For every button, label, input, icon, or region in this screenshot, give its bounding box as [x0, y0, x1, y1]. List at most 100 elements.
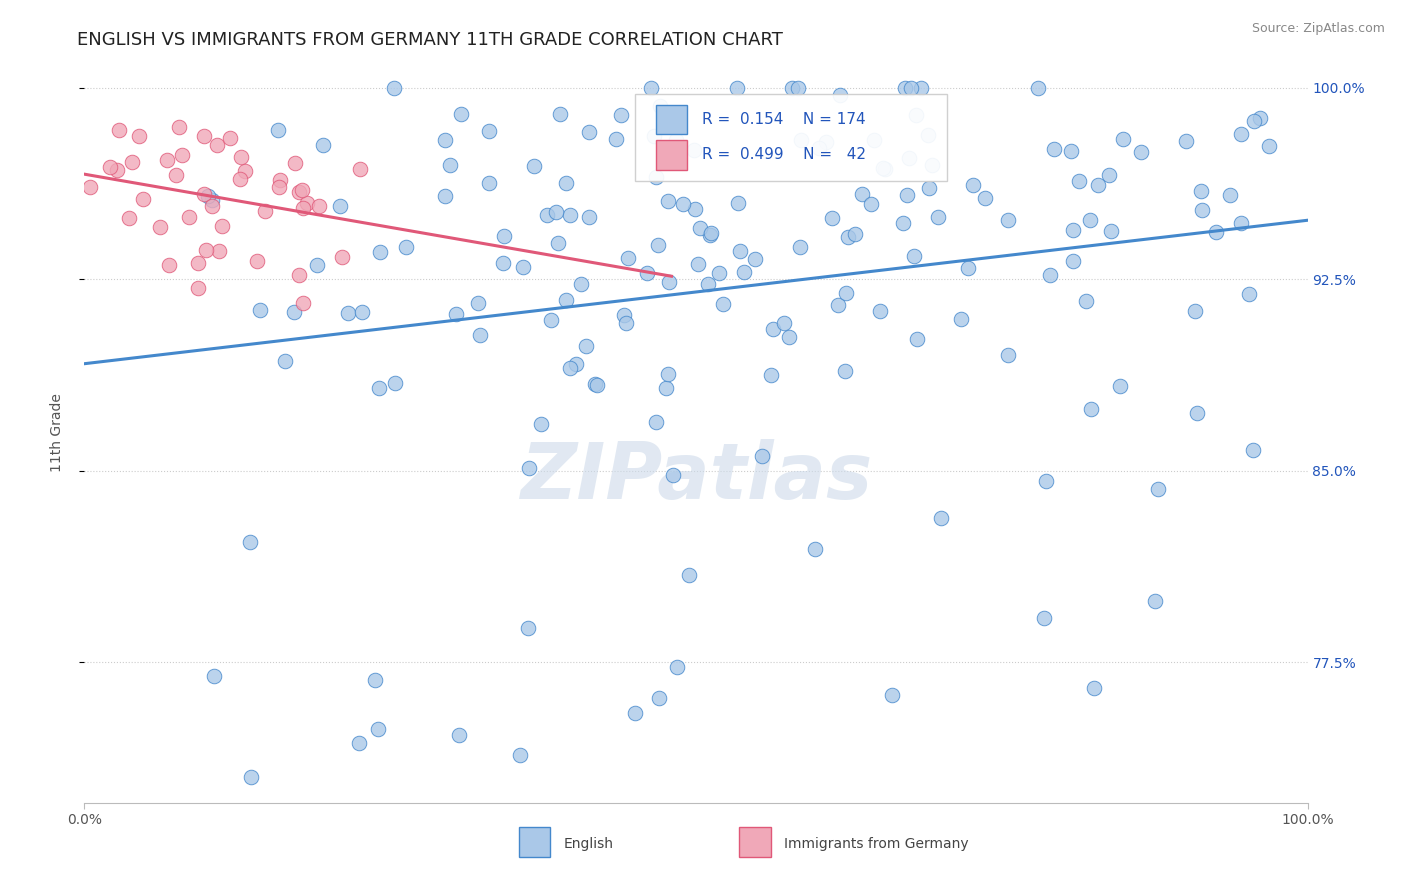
Point	[187, 256, 209, 270]
Point	[827, 298, 849, 312]
Point	[288, 268, 311, 283]
Point	[558, 360, 581, 375]
Point	[804, 542, 827, 557]
Point	[207, 244, 229, 259]
Point	[267, 180, 290, 194]
Point	[997, 348, 1019, 362]
Point	[578, 125, 600, 139]
Point	[156, 153, 179, 167]
Point	[647, 237, 669, 252]
Point	[444, 307, 467, 321]
Point	[195, 243, 218, 257]
Point	[636, 266, 658, 280]
Text: Immigrants from Germany: Immigrants from Germany	[785, 837, 969, 850]
Point	[962, 178, 984, 193]
Point	[1043, 142, 1066, 156]
Point	[312, 137, 335, 152]
Point	[1108, 378, 1130, 392]
Point	[569, 277, 592, 291]
Point	[1184, 304, 1206, 318]
Point	[1143, 594, 1166, 608]
Point	[1035, 474, 1057, 488]
Point	[787, 81, 810, 95]
Point	[447, 728, 470, 742]
Point	[1249, 111, 1271, 125]
Point	[253, 203, 276, 218]
Point	[1147, 482, 1170, 496]
Point	[700, 226, 723, 240]
Point	[904, 108, 927, 122]
Point	[789, 133, 811, 147]
Point	[751, 449, 773, 463]
Point	[565, 357, 588, 371]
Point	[330, 250, 353, 264]
Point	[1185, 406, 1208, 420]
Point	[648, 99, 671, 113]
Point	[689, 221, 711, 235]
Point	[512, 260, 534, 274]
Point	[434, 188, 457, 202]
Point	[894, 81, 917, 95]
Point	[686, 257, 709, 271]
Point	[239, 770, 262, 784]
Point	[197, 189, 219, 203]
Point	[921, 158, 943, 172]
Point	[662, 467, 685, 482]
Point	[1229, 127, 1251, 141]
Point	[205, 137, 228, 152]
Point	[384, 376, 406, 391]
Point	[509, 748, 531, 763]
Point	[643, 128, 665, 143]
Point	[644, 170, 666, 185]
Point	[555, 176, 578, 190]
Text: ZIPatlas: ZIPatlas	[520, 439, 872, 515]
Point	[121, 155, 143, 169]
Point	[727, 196, 749, 211]
Point	[170, 148, 193, 162]
Point	[478, 123, 501, 137]
Y-axis label: 11th Grade: 11th Grade	[49, 393, 63, 472]
Point	[733, 265, 755, 279]
Point	[821, 211, 844, 225]
Point	[165, 169, 187, 183]
Point	[1069, 174, 1091, 188]
Point	[1026, 81, 1049, 95]
Point	[697, 277, 720, 292]
Point	[834, 364, 856, 378]
Point	[875, 161, 897, 176]
Point	[364, 673, 387, 688]
Point	[308, 199, 330, 213]
Bar	[519, 827, 550, 857]
Point	[929, 511, 952, 525]
Point	[98, 161, 121, 175]
Point	[844, 227, 866, 242]
FancyBboxPatch shape	[636, 94, 946, 181]
Point	[283, 305, 305, 319]
Point	[291, 296, 314, 310]
Point	[624, 706, 647, 720]
Point	[678, 567, 700, 582]
Point	[292, 201, 315, 215]
Point	[540, 312, 562, 326]
Point	[1191, 202, 1213, 217]
Point	[837, 230, 859, 244]
Point	[655, 381, 678, 395]
Point	[229, 171, 252, 186]
Point	[869, 303, 891, 318]
Point	[1032, 611, 1054, 625]
Point	[1258, 139, 1281, 153]
Point	[284, 156, 307, 170]
Point	[288, 185, 311, 199]
Point	[231, 150, 253, 164]
Point	[1112, 132, 1135, 146]
Point	[575, 339, 598, 353]
Point	[891, 216, 914, 230]
Point	[439, 158, 461, 172]
Point	[108, 122, 131, 136]
Point	[201, 198, 224, 212]
Point	[118, 211, 141, 225]
Point	[1083, 681, 1105, 696]
Point	[903, 250, 925, 264]
Point	[583, 376, 606, 391]
Point	[815, 136, 838, 150]
